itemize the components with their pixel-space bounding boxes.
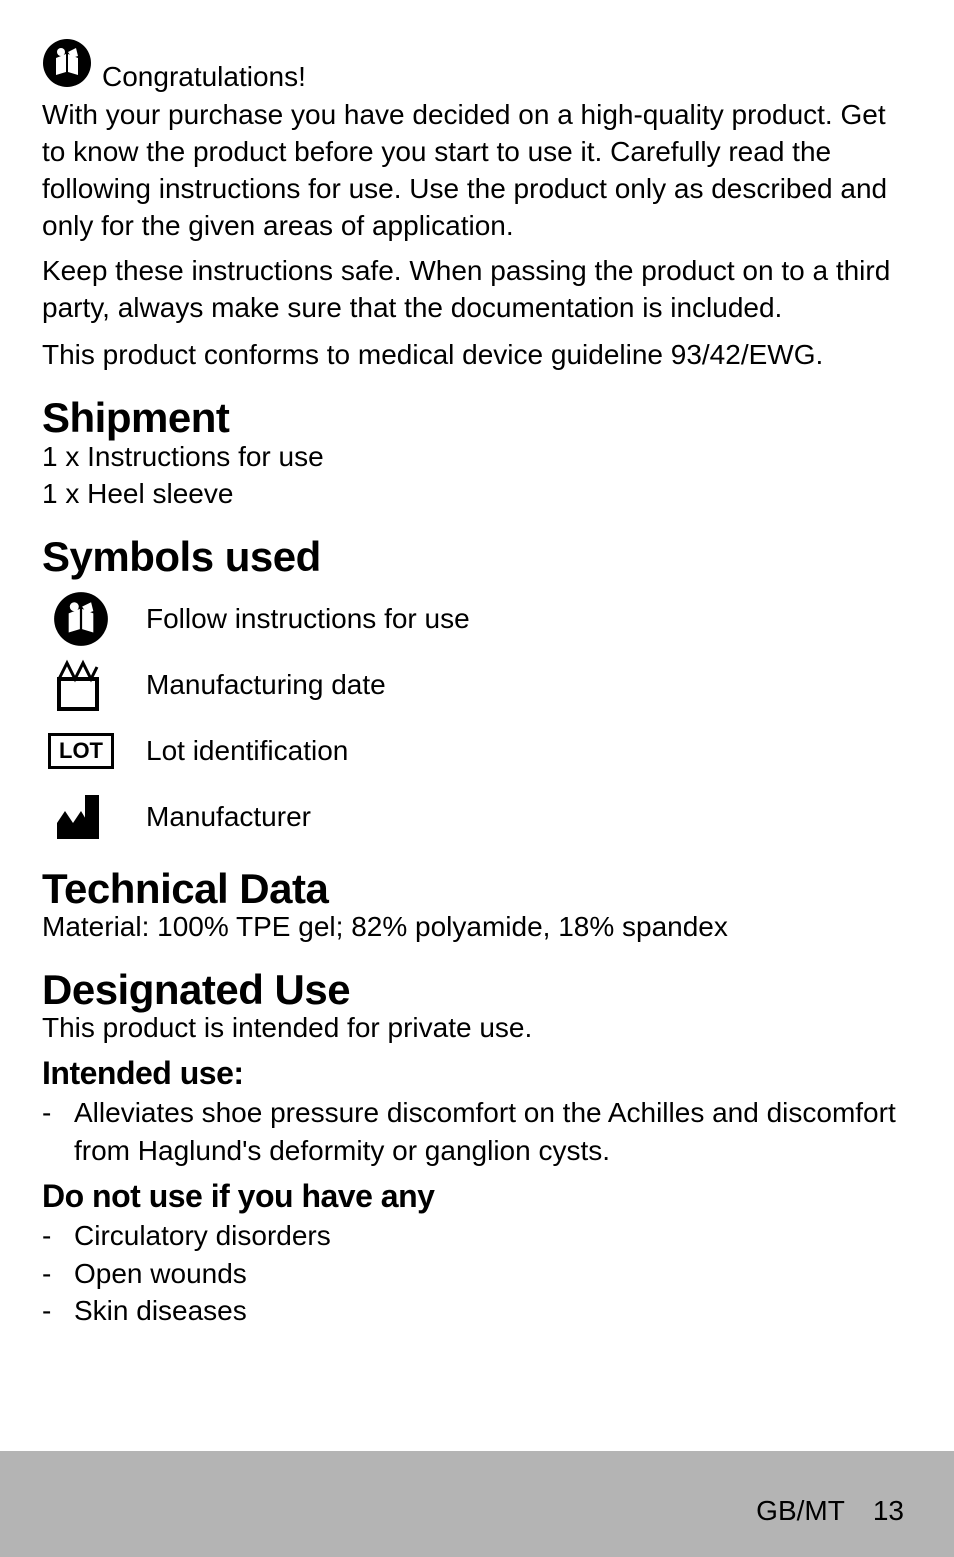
symbol-label: Manufacturing date bbox=[146, 669, 386, 701]
page-footer: GB/MT 13 bbox=[0, 1451, 954, 1557]
symbol-label: Follow instructions for use bbox=[146, 603, 470, 635]
technical-body: Material: 100% TPE gel; 82% polyamide, 1… bbox=[42, 909, 912, 946]
list-item: -Skin diseases bbox=[42, 1292, 912, 1330]
list-item: -Circulatory disorders bbox=[42, 1217, 912, 1255]
symbols-heading: Symbols used bbox=[42, 533, 912, 581]
symbol-row: Manufacturing date bbox=[42, 657, 912, 713]
symbols-table: Follow instructions for use Manufacturin… bbox=[42, 591, 912, 845]
read-manual-icon bbox=[42, 38, 92, 93]
symbol-row: LOT Lot identification bbox=[42, 723, 912, 779]
symbol-row: Manufacturer bbox=[42, 789, 912, 845]
list-item: 1 x Instructions for use bbox=[42, 438, 912, 476]
designated-body: This product is intended for private use… bbox=[42, 1010, 912, 1047]
intro-paragraph-2: Keep these instructions safe. When passi… bbox=[42, 253, 912, 327]
manufacturer-icon bbox=[42, 789, 120, 845]
designated-heading: Designated Use bbox=[42, 966, 912, 1014]
technical-heading: Technical Data bbox=[42, 865, 912, 913]
congratulations-label: Congratulations! bbox=[102, 61, 306, 93]
symbol-label: Lot identification bbox=[146, 735, 348, 767]
list-item: -Alleviates shoe pressure discomfort on … bbox=[42, 1094, 912, 1170]
read-manual-icon bbox=[42, 591, 120, 647]
footer-page-number: 13 bbox=[873, 1495, 904, 1527]
symbol-label: Manufacturer bbox=[146, 801, 311, 833]
do-not-use-heading: Do not use if you have any bbox=[42, 1178, 912, 1215]
footer-region: GB/MT bbox=[756, 1495, 845, 1527]
do-not-use-list: -Circulatory disorders -Open wounds -Ski… bbox=[42, 1217, 912, 1330]
lot-icon: LOT bbox=[42, 733, 120, 769]
list-item: -Open wounds bbox=[42, 1255, 912, 1293]
intended-use-heading: Intended use: bbox=[42, 1055, 912, 1092]
intro-paragraph-1: With your purchase you have decided on a… bbox=[42, 97, 912, 245]
intro-paragraph-3: This product conforms to medical device … bbox=[42, 337, 912, 374]
list-item: 1 x Heel sleeve bbox=[42, 475, 912, 513]
shipment-heading: Shipment bbox=[42, 394, 912, 442]
manufacturing-date-icon bbox=[42, 657, 120, 713]
symbol-row: Follow instructions for use bbox=[42, 591, 912, 647]
shipment-list: 1 x Instructions for use 1 x Heel sleeve bbox=[42, 438, 912, 514]
intended-use-list: -Alleviates shoe pressure discomfort on … bbox=[42, 1094, 912, 1170]
